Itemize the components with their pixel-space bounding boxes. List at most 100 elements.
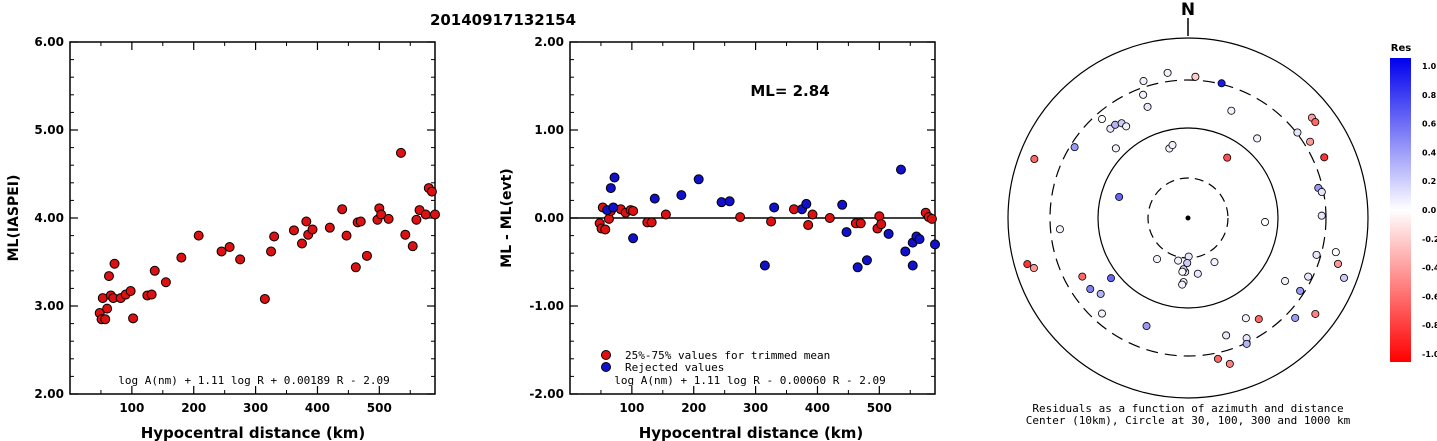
station-residual-point <box>1293 128 1302 137</box>
station-residual-point <box>1030 155 1039 164</box>
station-residual-point <box>1331 248 1340 257</box>
station-residual-point <box>1122 122 1131 131</box>
mid-ytick-label: -1.00 <box>529 299 564 313</box>
station-residual-point <box>1111 120 1120 129</box>
left-data-point <box>149 265 160 276</box>
mid-formula: log A(nm) + 1.11 log R - 0.00060 R - 2.0… <box>614 374 886 387</box>
station-residual-point <box>1210 258 1219 267</box>
polar-caption-line2: Center (10km), Circle at 30, 100, 300 an… <box>1026 414 1351 427</box>
station-residual-point <box>1086 285 1095 294</box>
left-data-point <box>224 242 235 253</box>
polar-caption-line1: Residuals as a function of azimuth and d… <box>1032 402 1343 415</box>
colorbar-tick-label: 0.6 <box>1422 120 1437 129</box>
colorbar-tick-label: -0.4 <box>1422 264 1437 273</box>
station-residual-point <box>1254 315 1263 324</box>
left-ytick-label: 3.00 <box>34 299 64 313</box>
left-data-point <box>355 216 366 227</box>
station-residual-point <box>1139 77 1148 86</box>
left-data-point <box>103 271 114 282</box>
mid-rejected-point <box>883 228 894 239</box>
mid-rejected-point <box>628 233 639 244</box>
mid-data-point <box>926 213 937 224</box>
mid-rejected-point <box>605 183 616 194</box>
mid-rejected-point <box>769 202 780 213</box>
left-axis-ticks: 100 200 300 400 500 2.00 3.00 4.00 5.00 6.00 <box>34 35 435 415</box>
mid-rejected-point <box>693 174 704 185</box>
left-ytick-label: 4.00 <box>34 211 64 225</box>
station-residual-point <box>1227 106 1236 115</box>
left-ylabel: ML(IASPEI) <box>6 175 22 262</box>
mid-data-point <box>600 224 611 235</box>
colorbar-tick-label: 0.4 <box>1422 148 1437 157</box>
left-data-point <box>341 230 352 241</box>
epicenter-dot <box>1185 215 1191 221</box>
station-residual-point <box>1096 289 1105 298</box>
left-data-point <box>430 209 440 220</box>
mid-ytick-label: 1.00 <box>534 123 564 137</box>
station-residual-point <box>1291 313 1300 322</box>
station-residual-point <box>1261 218 1270 227</box>
left-xlabel: Hypocentral distance (km) <box>141 424 366 441</box>
left-data-point <box>109 258 120 269</box>
station-residual-point <box>1320 153 1329 162</box>
colorbar-tick-label: 1.0 <box>1422 62 1437 71</box>
left-xtick-label: 500 <box>367 401 392 415</box>
left-data-point <box>395 147 406 158</box>
mid-rejected-point <box>900 246 911 257</box>
figure-title: 20140917132154 <box>430 11 576 29</box>
station-residual-point <box>1340 273 1349 282</box>
station-residual-point <box>1213 354 1222 363</box>
station-residual-point <box>1191 72 1200 81</box>
station-residual-point <box>1097 115 1106 124</box>
left-data-point <box>400 229 411 240</box>
mid-xlabel: Hypocentral distance (km) <box>639 424 864 441</box>
residual-colorbar: Res 1.0 0.8 0.6 0.4 0.2 0.0 -0.2 -0.4 -0.6 -0.8 -1… <box>1390 43 1437 362</box>
station-residual-point <box>1023 260 1032 269</box>
mid-rejected-point <box>895 164 906 175</box>
colorbar-tick-label: -0.2 <box>1422 235 1437 244</box>
mid-ytick-label: 0.00 <box>534 211 564 225</box>
colorbar-gradient <box>1390 58 1411 362</box>
station-residual-point <box>1078 272 1087 281</box>
mid-data-point <box>735 212 746 223</box>
left-data-point <box>411 214 422 225</box>
station-residual-point <box>1070 143 1079 152</box>
left-data-point <box>128 313 139 324</box>
distance-ring <box>1049 79 1327 357</box>
station-residual-point <box>1223 153 1232 162</box>
ml-vs-distance-plot: 100 200 300 400 500 2.00 3.00 4.00 5.00 6.00 ML(I… <box>6 35 440 441</box>
left-data-point <box>235 254 246 265</box>
left-data-point <box>324 222 335 233</box>
station-residual-point <box>1153 255 1162 264</box>
distance-ring <box>1007 37 1369 399</box>
station-residual-point <box>1253 134 1262 143</box>
station-residual-point <box>1139 90 1148 99</box>
legend-rejected-marker <box>601 362 611 372</box>
mid-rejected-point <box>852 262 863 273</box>
colorbar-tick-label: -1.0 <box>1422 350 1437 359</box>
colorbar-tick-label: -0.6 <box>1422 292 1437 301</box>
left-data-point <box>288 225 299 236</box>
mid-rejected-point <box>930 239 940 250</box>
mid-rejected-point <box>837 199 848 210</box>
mid-ytick-label: -2.00 <box>529 387 564 401</box>
left-data-point <box>146 289 157 300</box>
station-residual-point <box>1193 269 1202 278</box>
colorbar-tick-label: -0.8 <box>1422 321 1437 330</box>
left-xtick-label: 400 <box>305 401 330 415</box>
station-residual-point <box>1163 68 1172 77</box>
station-residual-point <box>1115 192 1124 201</box>
left-data-point <box>102 303 113 314</box>
legend-rejected-label: Rejected values <box>625 361 724 374</box>
left-data-point <box>160 277 171 288</box>
mid-rejected-point <box>608 202 619 213</box>
left-data-points <box>94 147 440 325</box>
mid-xtick-label: 100 <box>619 401 644 415</box>
mid-data-point <box>646 217 657 228</box>
mid-rejected-point <box>759 260 770 271</box>
station-residual-point <box>1242 339 1251 348</box>
station-residual-point <box>1334 259 1343 268</box>
station-residual-point <box>1107 274 1116 283</box>
mid-rejected-point <box>649 193 660 204</box>
left-data-point <box>296 238 307 249</box>
